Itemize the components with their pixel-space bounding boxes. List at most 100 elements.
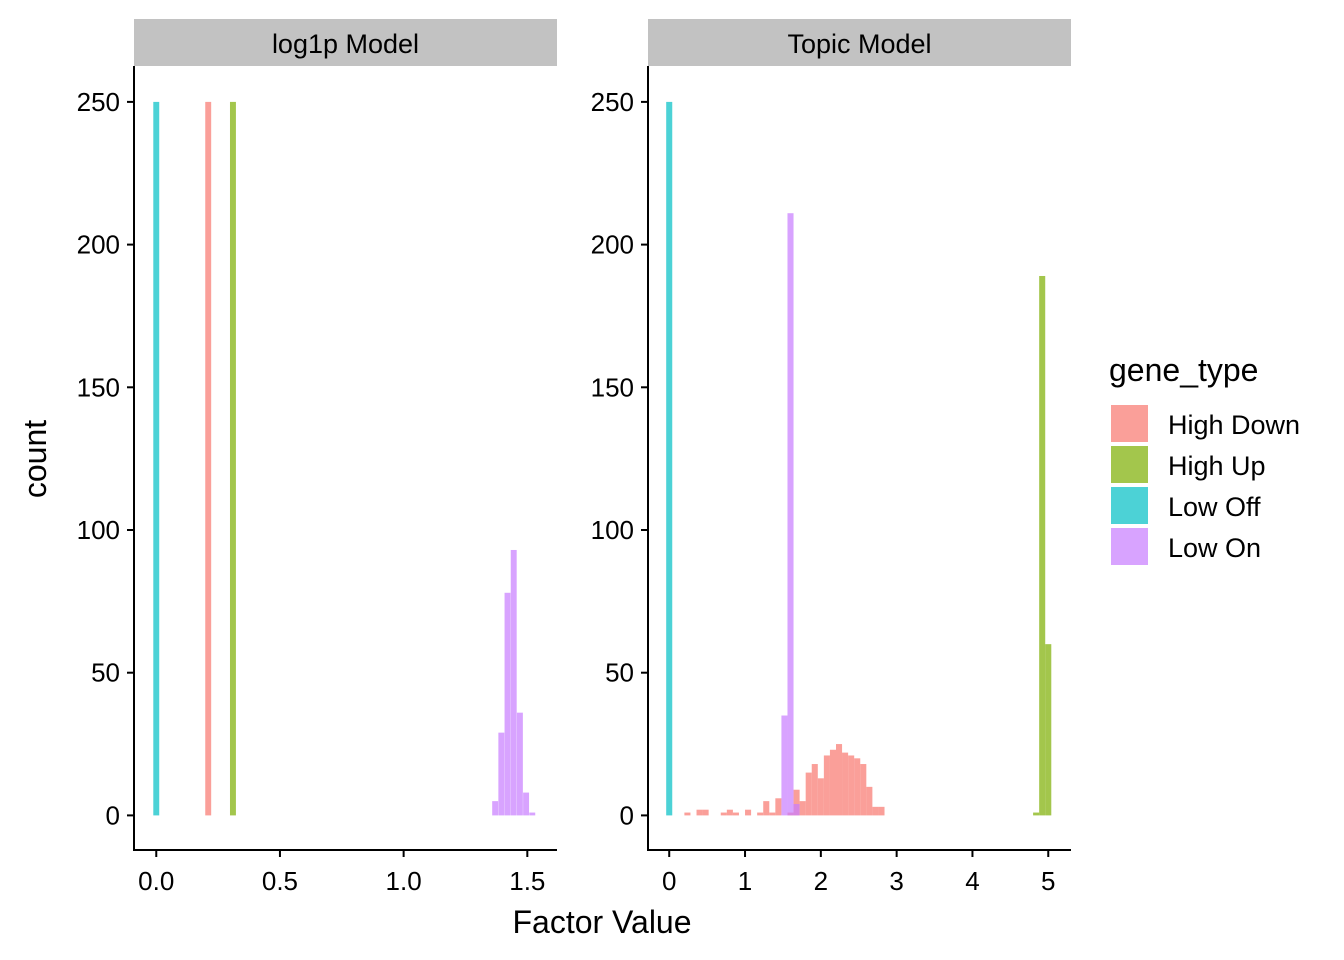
bar-high-up-0 bbox=[229, 101, 236, 816]
bar-high-up-0 bbox=[1033, 812, 1040, 816]
y-tick-label: 100 bbox=[77, 515, 120, 545]
bar-high-down-21 bbox=[848, 755, 855, 816]
bars bbox=[666, 101, 1052, 816]
y-tick-label: 150 bbox=[591, 372, 634, 402]
strip-background bbox=[134, 19, 557, 66]
bar-high-down-15 bbox=[811, 764, 818, 816]
y-tick-label: 200 bbox=[591, 230, 634, 260]
bars bbox=[153, 101, 536, 816]
bar-high-down-23 bbox=[860, 764, 867, 816]
legend-label: Low Off bbox=[1168, 492, 1261, 522]
bar-high-down-24 bbox=[866, 786, 873, 816]
x-tick-label: 5 bbox=[1041, 866, 1055, 896]
legend-swatch bbox=[1111, 528, 1148, 565]
bar-low-on-2 bbox=[504, 592, 511, 816]
bar-low-on-0 bbox=[492, 801, 499, 816]
legend-item-high-down: High Down bbox=[1111, 405, 1300, 442]
panel-topic-model: Topic Model 0 50 100 150 200 250 0 1 2 3 4 5 bbox=[591, 19, 1071, 896]
y-tick-label: 50 bbox=[91, 658, 120, 688]
x-tick-label: 2 bbox=[814, 866, 828, 896]
x-tick-label: 4 bbox=[965, 866, 979, 896]
bar-high-down-0 bbox=[205, 101, 212, 816]
panel-log1p-model: log1p Model 0 50 100 150 200 250 0.0 0.5 1.0 1.5 bbox=[77, 19, 557, 896]
bar-high-down-16 bbox=[817, 778, 824, 816]
bar-high-down-19 bbox=[836, 744, 843, 816]
bar-high-down-13 bbox=[799, 801, 806, 816]
bar-low-off-0 bbox=[153, 101, 160, 816]
bar-low-on-1 bbox=[498, 732, 505, 816]
x-tick-label: 0 bbox=[662, 866, 676, 896]
legend-item-low-off: Low Off bbox=[1111, 487, 1261, 524]
series-low-off bbox=[666, 101, 673, 816]
legend-swatch bbox=[1111, 405, 1148, 442]
bar-low-on-2 bbox=[793, 803, 800, 816]
y-tick-label: 200 bbox=[77, 230, 120, 260]
bar-high-down-4 bbox=[726, 809, 733, 816]
bar-high-down-1 bbox=[696, 809, 703, 816]
bar-high-down-14 bbox=[805, 772, 812, 816]
series-high-up bbox=[1033, 275, 1052, 816]
x-axis-title: Factor Value bbox=[512, 904, 691, 940]
legend-label: Low On bbox=[1168, 533, 1261, 563]
bar-high-down-26 bbox=[878, 806, 885, 816]
bar-high-down-10 bbox=[775, 798, 782, 816]
bar-high-down-7 bbox=[757, 812, 764, 816]
bar-high-down-25 bbox=[872, 806, 879, 816]
legend-label: High Up bbox=[1168, 451, 1266, 481]
y-tick-label: 0 bbox=[620, 800, 634, 830]
series-high-down bbox=[205, 101, 212, 816]
bar-high-down-18 bbox=[829, 749, 836, 816]
bar-low-on-0 bbox=[781, 715, 788, 816]
legend: gene_type High Down High Up Low Off Low On bbox=[1109, 352, 1300, 565]
bar-low-on-1 bbox=[787, 213, 794, 816]
bar-high-down-0 bbox=[684, 812, 691, 816]
bar-high-down-8 bbox=[763, 801, 770, 816]
bar-low-on-4 bbox=[516, 712, 523, 816]
bar-high-down-12 bbox=[793, 789, 800, 816]
x-tick-label: 3 bbox=[889, 866, 903, 896]
series-high-down bbox=[684, 744, 885, 816]
y-axis-title: count bbox=[17, 420, 53, 498]
strip-background bbox=[648, 19, 1071, 66]
bar-low-on-5 bbox=[523, 792, 530, 816]
series-low-on bbox=[781, 213, 800, 816]
legend-entries: High Down High Up Low Off Low On bbox=[1111, 405, 1300, 565]
x-tick-label: 0.0 bbox=[138, 866, 174, 896]
legend-item-high-up: High Up bbox=[1111, 446, 1266, 483]
x-tick-label: 1.0 bbox=[386, 866, 422, 896]
series-low-off bbox=[153, 101, 160, 816]
bar-low-on-6 bbox=[529, 812, 536, 816]
x-tick-label: 1.5 bbox=[509, 866, 545, 896]
bar-high-up-2 bbox=[1045, 644, 1052, 816]
legend-swatch bbox=[1111, 487, 1148, 524]
series-low-on bbox=[492, 549, 536, 816]
legend-item-low-on: Low On bbox=[1111, 528, 1261, 565]
bar-high-down-20 bbox=[842, 752, 849, 816]
bar-high-down-6 bbox=[745, 809, 752, 816]
bar-low-on-3 bbox=[510, 549, 517, 816]
bar-low-off-0 bbox=[666, 101, 673, 816]
y-tick-label: 250 bbox=[591, 87, 634, 117]
y-tick-label: 100 bbox=[591, 515, 634, 545]
y-tick-label: 150 bbox=[77, 372, 120, 402]
legend-swatch bbox=[1111, 446, 1148, 483]
bar-high-down-3 bbox=[720, 812, 727, 816]
x-tick-label: 0.5 bbox=[262, 866, 298, 896]
y-tick-label: 50 bbox=[605, 658, 634, 688]
y-tick-label: 250 bbox=[77, 87, 120, 117]
y-tick-label: 0 bbox=[106, 800, 120, 830]
bar-high-down-5 bbox=[732, 812, 739, 816]
bar-high-down-9 bbox=[769, 812, 776, 816]
legend-title: gene_type bbox=[1109, 352, 1258, 388]
bar-high-down-17 bbox=[823, 755, 830, 816]
bar-high-down-22 bbox=[854, 758, 861, 816]
bar-high-down-2 bbox=[702, 809, 709, 816]
series-high-up bbox=[229, 101, 236, 816]
legend-label: High Down bbox=[1168, 410, 1300, 440]
strip-label: log1p Model bbox=[272, 29, 419, 59]
x-tick-label: 1 bbox=[738, 866, 752, 896]
bar-high-up-1 bbox=[1039, 275, 1046, 816]
strip-label: Topic Model bbox=[787, 29, 931, 59]
